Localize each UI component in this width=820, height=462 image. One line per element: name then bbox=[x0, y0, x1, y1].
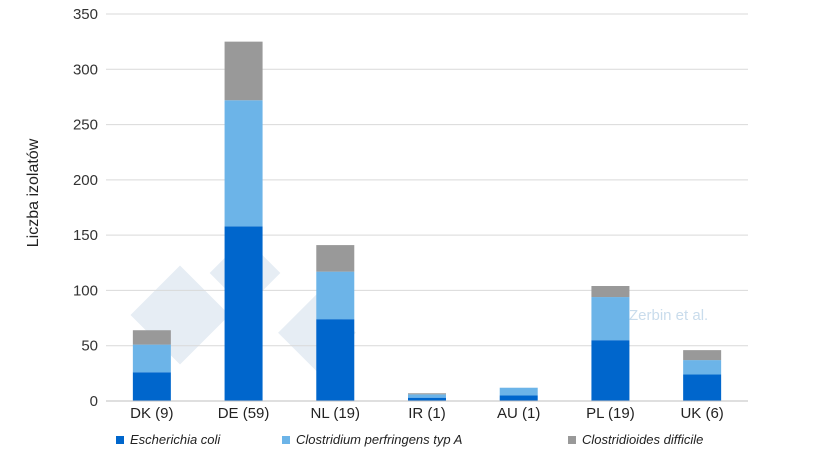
legend: Escherichia coli Clostridium perfringens… bbox=[110, 432, 810, 454]
y-tick-label: 300 bbox=[73, 61, 98, 78]
bar-segment-series-2-cat-1 bbox=[224, 41, 263, 101]
y-tick-label: 0 bbox=[90, 393, 98, 410]
bar-segment-series-1-cat-0 bbox=[132, 344, 171, 373]
bar-segment-series-0-cat-5 bbox=[591, 340, 630, 401]
legend-item-clostridioides-difficile: Clostridioides difficile bbox=[568, 432, 703, 447]
legend-label-escherichia-coli: Escherichia coli bbox=[130, 432, 221, 447]
bar-segment-series-0-cat-3 bbox=[408, 397, 446, 401]
y-tick-label: 100 bbox=[73, 282, 98, 299]
x-tick-label: PL (19) bbox=[586, 405, 635, 422]
legend-item-escherichia-coli: Escherichia coli bbox=[116, 432, 220, 447]
bars bbox=[132, 41, 722, 401]
y-tick-label: 350 bbox=[73, 6, 98, 23]
x-axis-tick-labels: DK (9) DE (59) NL (19) IR (1) AU (1) PL (19) U… bbox=[130, 405, 724, 422]
legend-item-clostridium-perfringens: Clostridium perfringens typ A bbox=[282, 432, 462, 447]
bar-segment-series-1-cat-2 bbox=[316, 271, 355, 320]
bar-segment-series-2-cat-6 bbox=[683, 350, 722, 361]
y-tick-label: 150 bbox=[73, 227, 98, 244]
bar-segment-series-1-cat-1 bbox=[224, 100, 263, 227]
x-tick-label: IR (1) bbox=[408, 405, 446, 422]
bar-segment-series-2-cat-3 bbox=[408, 393, 446, 395]
bar-segment-series-0-cat-2 bbox=[316, 319, 355, 401]
bar-segment-series-1-cat-6 bbox=[683, 360, 722, 375]
bar-segment-series-0-cat-4 bbox=[499, 395, 538, 401]
legend-swatch-clostridioides-difficile bbox=[568, 435, 576, 444]
y-axis-tick-labels: 0 50 100 150 200 250 300 350 bbox=[73, 6, 98, 410]
bar-segment-series-1-cat-4 bbox=[499, 387, 538, 396]
x-tick-label: UK (6) bbox=[680, 405, 723, 422]
bar-segment-series-0-cat-6 bbox=[683, 374, 722, 401]
y-axis-label: Liczba izolatów bbox=[25, 138, 42, 247]
bar-segment-series-2-cat-5 bbox=[591, 286, 630, 298]
bar-segment-series-1-cat-5 bbox=[591, 297, 630, 341]
x-tick-label: NL (19) bbox=[311, 405, 360, 422]
legend-swatch-escherichia-coli bbox=[116, 435, 124, 444]
y-tick-label: 250 bbox=[73, 117, 98, 134]
bar-segment-series-1-cat-3 bbox=[408, 394, 446, 398]
bar-segment-series-0-cat-0 bbox=[132, 372, 171, 401]
bar-segment-series-0-cat-1 bbox=[224, 226, 263, 401]
legend-swatch-clostridium-perfringens bbox=[282, 435, 290, 444]
legend-label-clostridium-perfringens: Clostridium perfringens typ A bbox=[296, 432, 463, 447]
x-tick-label: DE (59) bbox=[218, 405, 270, 422]
bar-segment-series-2-cat-0 bbox=[132, 330, 171, 345]
gridlines bbox=[106, 13, 748, 347]
x-tick-label: DK (9) bbox=[130, 405, 173, 422]
source-annotation: Zerbin et al. bbox=[629, 307, 708, 324]
y-tick-label: 200 bbox=[73, 172, 98, 189]
x-tick-label: AU (1) bbox=[497, 405, 540, 422]
bar-segment-series-2-cat-2 bbox=[316, 245, 355, 272]
legend-label-clostridioides-difficile: Clostridioides difficile bbox=[582, 432, 704, 447]
y-tick-label: 50 bbox=[81, 338, 98, 355]
stacked-bar-chart: 0 50 100 150 200 250 300 350 Liczba izolatów DK… bbox=[25, 6, 748, 422]
